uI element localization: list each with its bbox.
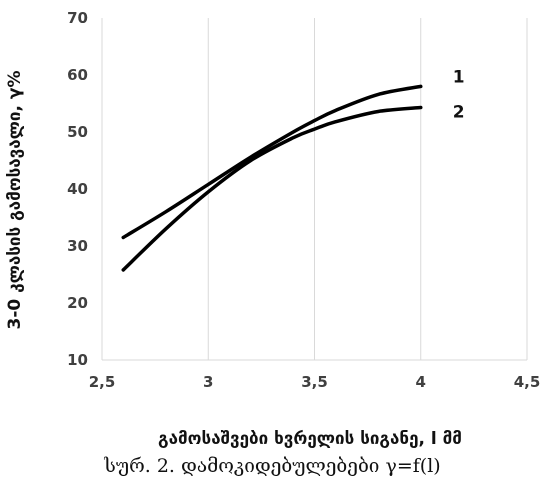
grid <box>101 18 528 361</box>
x-tick-label: 3,5 <box>301 373 328 391</box>
x-tick-label: 4,5 <box>514 373 541 391</box>
series-line-1 <box>121 84 423 240</box>
y-tick-label: 10 <box>67 351 88 369</box>
series-label-1: 1 <box>453 67 465 87</box>
y-tick-label: 50 <box>67 123 88 141</box>
y-tick-label: 30 <box>67 237 88 255</box>
series-label-2: 2 <box>453 102 465 122</box>
x-tick-label: 2,5 <box>89 373 116 391</box>
y-tick-label: 40 <box>67 180 88 198</box>
series-line-2 <box>121 105 423 272</box>
x-tick-labels: 2,5 3 3,5 4 4,5 <box>89 373 541 391</box>
figure-caption: სურ. 2. დამოკიდებულებები γ=f(l) <box>104 455 441 477</box>
series-lines: 12 <box>121 67 465 272</box>
y-axis-title: 3-0 კლასის გამოსავალი, γ% <box>5 71 25 330</box>
y-tick-labels: 10 20 30 40 50 60 70 <box>67 9 88 369</box>
x-axis-title: გამოსაშვები ხვრელის სიგანე, l მმ <box>158 429 462 449</box>
y-tick-label: 60 <box>67 66 88 84</box>
y-tick-label: 20 <box>67 294 88 312</box>
x-tick-label: 3 <box>203 373 213 391</box>
y-tick-label: 70 <box>67 9 88 27</box>
x-tick-label: 4 <box>416 373 426 391</box>
